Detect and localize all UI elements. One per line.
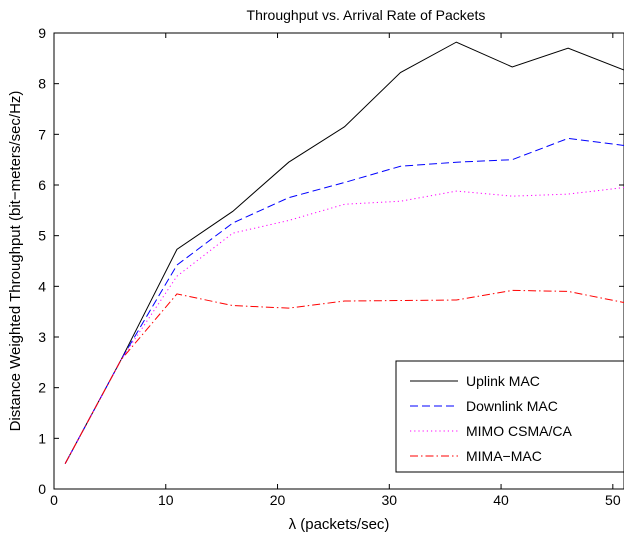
y-tick-label: 2	[38, 380, 46, 396]
series-line-1	[64, 137, 624, 464]
x-tick-label: 10	[158, 492, 174, 508]
x-tick-label: 40	[493, 492, 509, 508]
series-line-0	[64, 41, 624, 464]
x-tick-label: 20	[270, 492, 286, 508]
series-line-2	[64, 187, 624, 464]
y-tick-label: 6	[38, 177, 46, 193]
legend-box	[395, 360, 624, 473]
y-tick-label: 9	[38, 25, 46, 41]
y-tick-label: 8	[38, 76, 46, 92]
legend-label: Uplink MAC	[466, 373, 540, 389]
y-tick-label: 5	[38, 228, 46, 244]
y-tick-label: 3	[38, 329, 46, 345]
y-tick-label: 0	[38, 481, 46, 497]
y-tick-label: 1	[38, 430, 46, 446]
series-line-3	[64, 289, 624, 464]
legend-label: Downlink MAC	[466, 398, 558, 414]
legend-label: MIMO CSMA/CA	[466, 423, 572, 439]
x-tick-label: 50	[605, 492, 621, 508]
legend: Uplink MAC Downlink MAC MIMO CSMA/CA MIMA−M…	[395, 360, 624, 473]
y-axis-label: Distance Weighted Throughput (bit−meters…	[7, 91, 24, 432]
chart-title: Throughput vs. Arrival Rate of Packets	[247, 7, 486, 23]
x-tick-label: 30	[382, 492, 398, 508]
x-tick-label: 0	[50, 492, 58, 508]
y-tick-label: 4	[38, 278, 46, 294]
x-axis-label: λ (packets/sec)	[289, 516, 390, 533]
y-tick-label: 7	[38, 126, 46, 142]
legend-label: MIMA−MAC	[466, 448, 542, 464]
